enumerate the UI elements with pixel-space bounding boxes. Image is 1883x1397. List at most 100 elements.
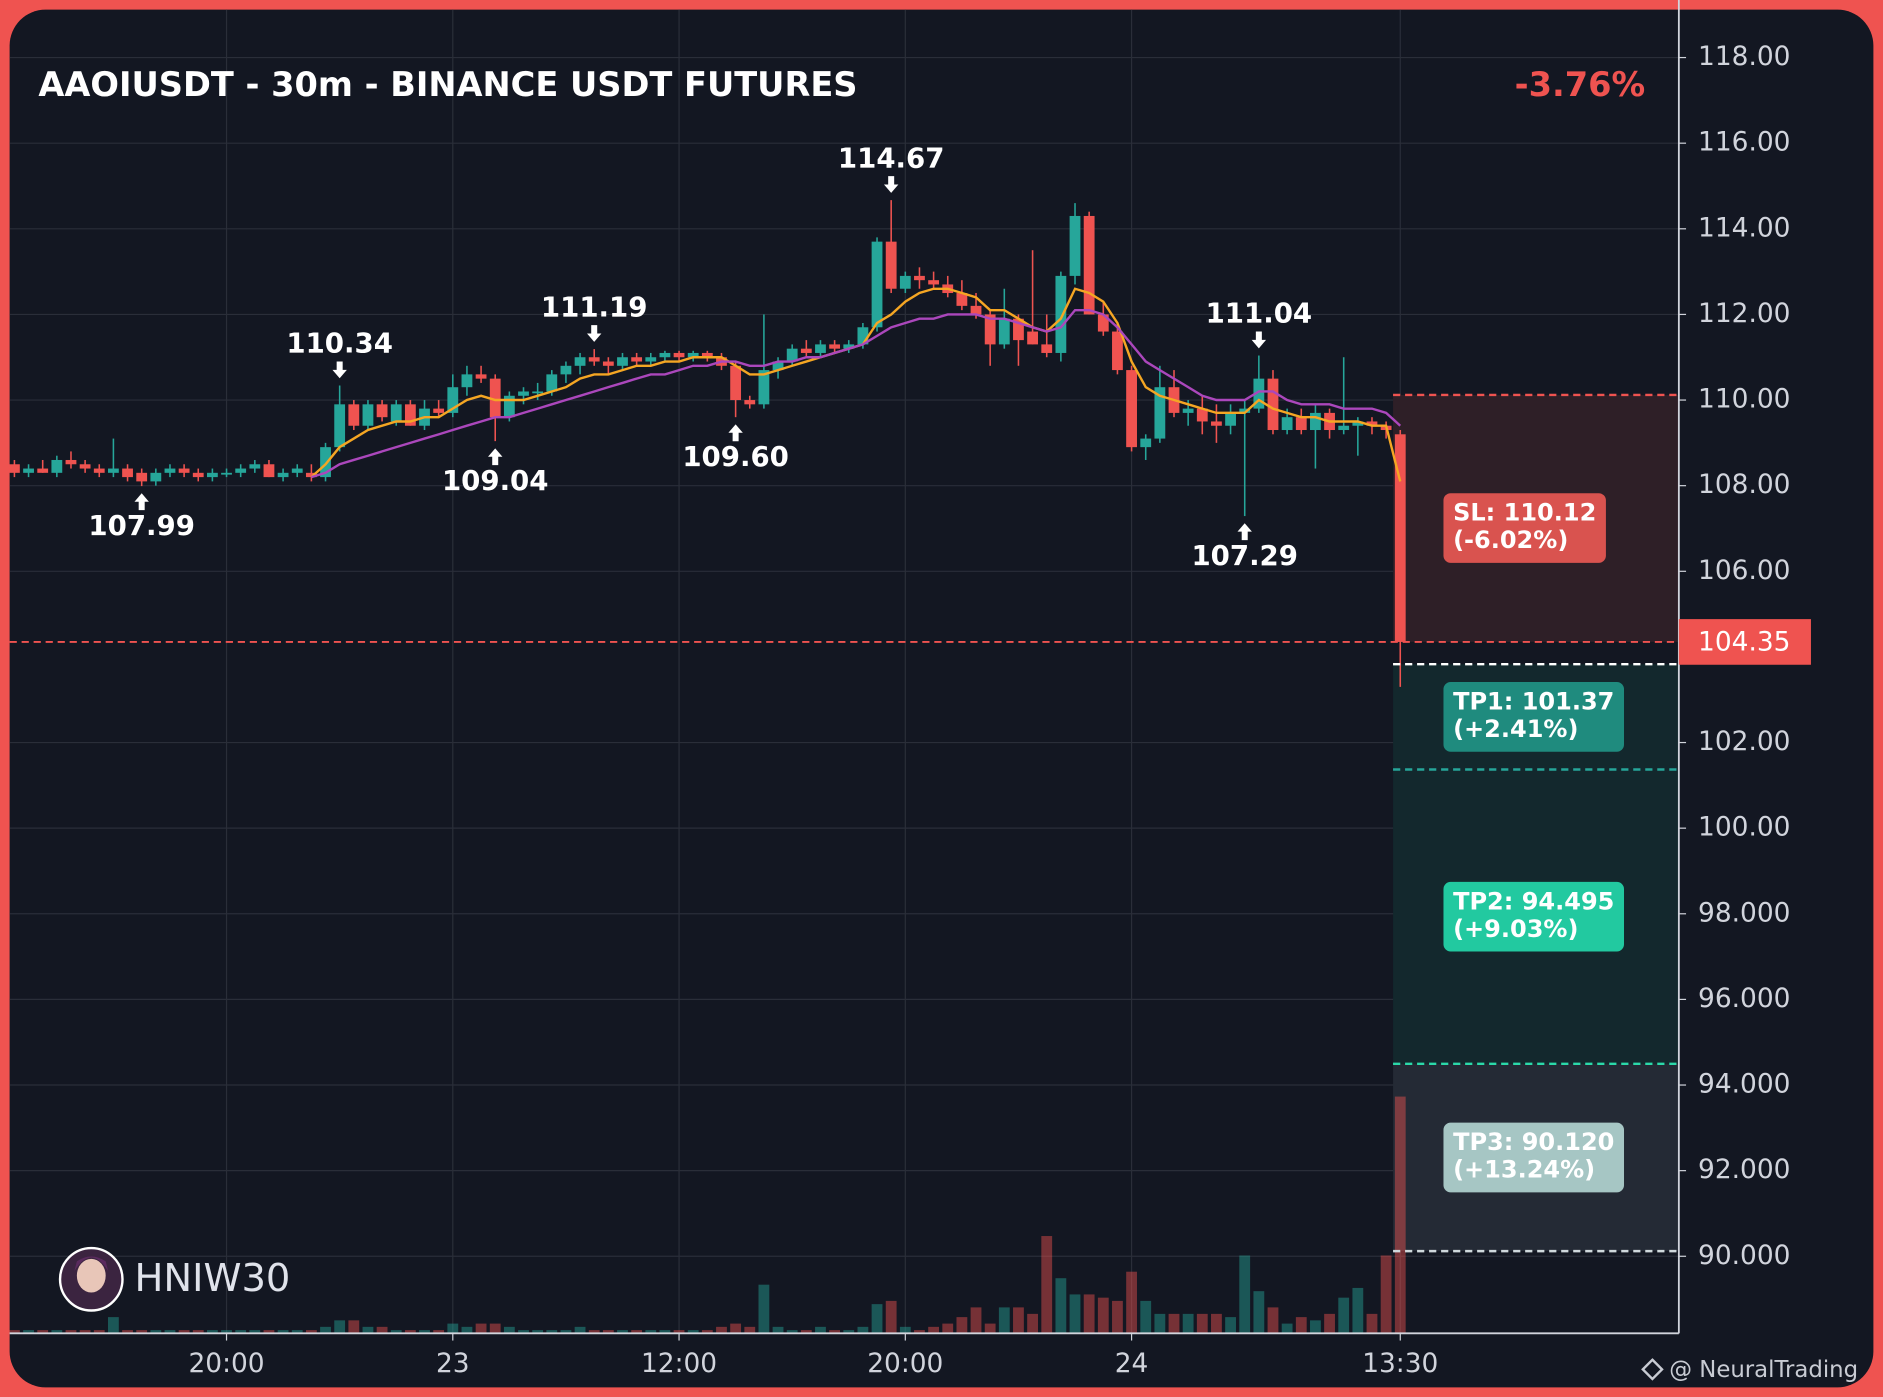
candle-body: [1027, 331, 1038, 345]
annotation-label: 111.04: [1206, 297, 1313, 330]
candle-body: [192, 472, 204, 478]
candle-body: [390, 404, 402, 422]
annotation-arrow: [488, 448, 503, 466]
annotation-label: 107.99: [88, 509, 195, 542]
level-badge: TP2: 94.495(+9.03%): [1443, 881, 1625, 952]
candle-body: [617, 357, 628, 366]
candle-body: [447, 387, 459, 413]
candle-body: [1055, 275, 1067, 353]
y-tick-label: 90.000: [1698, 1240, 1790, 1271]
volume-bar: [998, 1307, 1010, 1334]
ma-line: [311, 308, 1402, 479]
volume-bar: [334, 1320, 346, 1334]
candle-body: [235, 468, 247, 473]
candle-body: [51, 459, 63, 473]
volume-bar: [433, 1330, 445, 1334]
candle-body: [263, 464, 275, 478]
volume-bar: [546, 1330, 558, 1334]
volume-bar: [79, 1330, 91, 1334]
candle-body: [1253, 378, 1265, 409]
annotation-arrow: [332, 361, 347, 379]
candle-body: [928, 280, 940, 285]
volume-bar: [1027, 1313, 1038, 1334]
volume-bar: [93, 1330, 105, 1334]
volume-bar: [885, 1300, 897, 1334]
candles: [9, 200, 1406, 687]
candle-body: [221, 472, 232, 475]
volume-bar: [1013, 1307, 1024, 1334]
volume-bar: [857, 1326, 869, 1334]
candle-body: [249, 464, 261, 469]
y-tick-label: 116.00: [1698, 127, 1790, 158]
volume-bar: [744, 1326, 756, 1334]
candle-body: [79, 464, 91, 469]
candle-body: [800, 348, 812, 353]
volume-bar: [192, 1330, 204, 1334]
candle-body: [871, 241, 883, 328]
candle-body: [588, 357, 600, 362]
annotation-arrow: [883, 176, 899, 193]
chart-title: AAOIUSDT - 30m - BINANCE USDT FUTURES: [38, 65, 857, 104]
candle-body: [1041, 344, 1053, 353]
volume-bar: [843, 1330, 855, 1334]
volume-bar: [320, 1326, 331, 1334]
avatar-hair: [74, 1256, 109, 1271]
candle-body: [1112, 331, 1123, 371]
avatar: [58, 1246, 124, 1312]
axes: 118.00 116.00 114.00 112.00 110.00 108.00 106.…: [9, 0, 1811, 1379]
volume-bar: [602, 1330, 614, 1334]
x-tick-label: 23: [436, 1348, 470, 1379]
volume-bar: [9, 1330, 20, 1334]
volume-bar: [673, 1330, 685, 1334]
volume-bar: [1394, 1096, 1406, 1334]
volume-bar: [1267, 1307, 1279, 1334]
y-tick-label: 98.000: [1698, 897, 1790, 928]
candle-body: [1338, 425, 1350, 431]
volume-bar: [263, 1330, 275, 1334]
candle-body: [37, 468, 49, 473]
candle-body: [1182, 408, 1194, 413]
volume-bar: [249, 1330, 261, 1334]
level-badge: SL: 110.12(-6.02%): [1443, 493, 1606, 563]
candle-body: [348, 404, 360, 426]
candle-body: [772, 361, 784, 371]
annotation-arrow: [134, 493, 149, 511]
volume-bar: [532, 1330, 544, 1334]
y-tick-label: 108.00: [1698, 469, 1790, 500]
y-tick-label: 102.00: [1698, 726, 1790, 757]
candle-body: [687, 352, 699, 358]
candle-body: [1196, 408, 1208, 422]
volume-bar: [970, 1307, 982, 1334]
y-tick-label: 110.00: [1698, 384, 1790, 415]
volume-bar: [489, 1323, 501, 1334]
badge-change: (+9.03%): [1453, 915, 1578, 943]
candle-body: [291, 468, 303, 473]
candle-body: [631, 357, 643, 362]
badge-change: (-6.02%): [1453, 526, 1568, 554]
badge-label: SL: 110.12: [1453, 499, 1596, 527]
volume-bar: [928, 1326, 940, 1334]
x-tick-label: 13:30: [1362, 1348, 1438, 1379]
annotation-label: 107.29: [1191, 539, 1298, 572]
candle-body: [899, 275, 911, 289]
annotation-arrow: [587, 325, 602, 342]
candle-body: [1083, 215, 1095, 315]
candle-body: [815, 344, 826, 353]
volume-bar: [37, 1330, 49, 1334]
avatar-face: [76, 1258, 106, 1293]
volume-bar: [1338, 1297, 1350, 1334]
volume-bar: [108, 1317, 119, 1334]
volume-bar: [786, 1330, 798, 1334]
x-tick-label: 24: [1115, 1348, 1149, 1379]
candle-body: [1366, 421, 1378, 426]
moving-averages: [310, 287, 1402, 482]
volume-bar: [362, 1326, 374, 1334]
candle-body: [461, 374, 473, 388]
y-tick-label: 92.000: [1698, 1154, 1790, 1185]
candle-body: [1154, 387, 1166, 439]
candle-body: [206, 472, 218, 478]
candle-body: [829, 344, 841, 349]
candle-body: [1281, 417, 1293, 431]
candle-body: [108, 468, 119, 473]
